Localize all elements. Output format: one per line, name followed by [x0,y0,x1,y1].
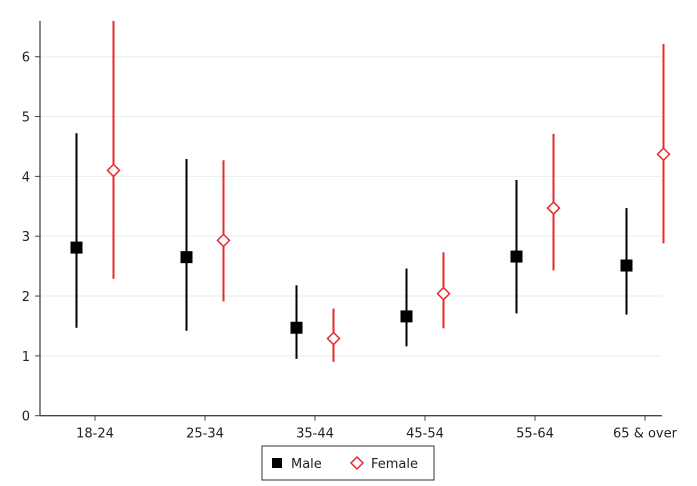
x-tick-label: 35-44 [296,427,334,442]
legend-female-marker [349,455,365,471]
y-tick-label: 2 [22,290,30,305]
y-tick-label: 3 [22,230,30,245]
x-tick-label: 25-34 [186,427,224,442]
legend-box [261,445,435,481]
x-tick-label: 65 & over [613,427,678,442]
y-tick-label: 4 [22,170,30,185]
point-male [180,251,193,264]
y-tick-label: 6 [22,51,30,66]
x-tick-label: 45-54 [406,427,444,442]
point-female [216,233,231,248]
legend-male-label: Male [291,457,322,472]
point-male [510,250,523,263]
legend: Male Female [261,445,435,481]
point-male [620,259,633,272]
point-female [106,163,121,178]
y-tick-label: 0 [22,410,30,425]
y-tick-label: 5 [22,111,30,126]
point-male [290,321,303,334]
point-female [546,201,561,216]
point-male [70,241,83,254]
y-tick-label: 1 [22,350,30,365]
point-female [656,147,671,162]
point-female [326,331,341,346]
x-tick-label: 18-24 [76,427,114,442]
legend-male-marker [272,458,282,468]
x-tick-label: 55-64 [516,427,554,442]
point-female [436,286,451,301]
legend-female-label: Female [371,457,418,472]
point-male [400,310,413,323]
